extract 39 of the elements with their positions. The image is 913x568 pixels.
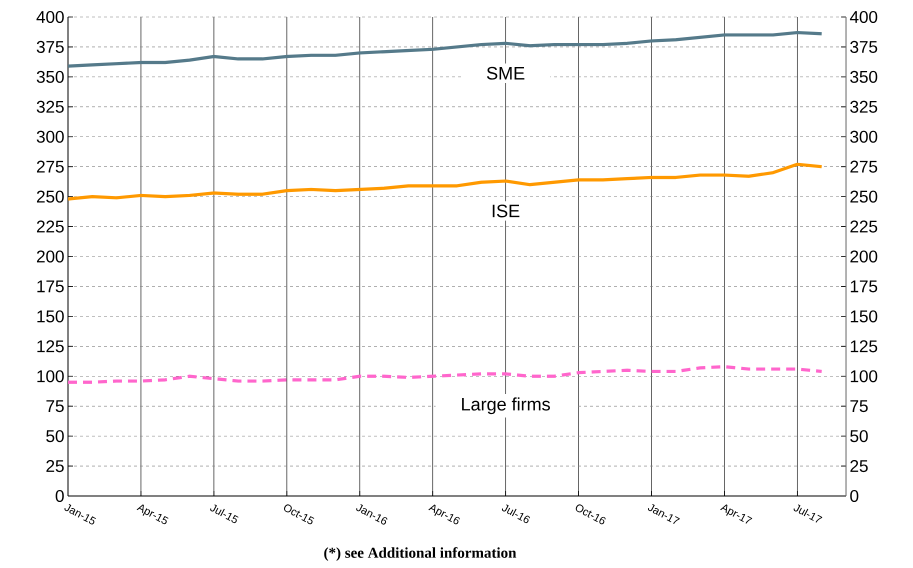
- y-tick-label: 400: [36, 10, 64, 24]
- y-tick-label: 175: [37, 280, 64, 292]
- y2-tick-label: 200: [850, 250, 878, 263]
- y-tick-label: 325: [36, 100, 64, 113]
- y-tick-label: 375: [36, 40, 64, 53]
- y2-tick-label: 400: [850, 10, 878, 24]
- y2-tick-label: 350: [850, 70, 878, 83]
- series-label: SME: [486, 66, 524, 80]
- y-tick-label: 225: [36, 220, 64, 233]
- y2-tick-label: 275: [850, 160, 878, 173]
- y-tick-label: 100: [37, 370, 64, 382]
- y2-tick-label: 50: [850, 430, 868, 442]
- y-tick-label: 350: [36, 70, 64, 83]
- y2-tick-label: 0: [850, 490, 858, 502]
- y2-tick-label: 250: [850, 190, 878, 203]
- y2-tick-label: 325: [850, 100, 878, 113]
- series-label: ISE: [492, 204, 520, 218]
- series-label: Large firms: [462, 397, 550, 414]
- y-tick-label: 50: [46, 430, 64, 442]
- y2-tick-label: 25: [850, 460, 868, 472]
- y-tick-label: 275: [36, 160, 64, 173]
- y2-tick-label: 125: [850, 340, 878, 352]
- y2-tick-label: 375: [850, 40, 878, 53]
- text: (*) see Additional information: [324, 547, 516, 561]
- y-tick-label: 150: [37, 310, 64, 322]
- y2-tick-label: 225: [850, 220, 878, 233]
- y-tick-label: 300: [36, 130, 64, 143]
- y-tick-label: 0: [56, 490, 64, 502]
- y-tick-label: 75: [46, 400, 64, 412]
- y2-tick-label: 300: [850, 130, 878, 143]
- y-tick-label: 200: [36, 250, 64, 263]
- x-tick-label: Jul-17: [794, 504, 822, 523]
- y2-tick-label: 100: [850, 370, 878, 382]
- y-tick-label: 25: [46, 460, 64, 472]
- y-tick-label: 125: [37, 340, 64, 352]
- y2-tick-label: 75: [850, 400, 868, 412]
- y2-tick-label: 150: [850, 310, 878, 322]
- y2-tick-label: 175: [850, 280, 878, 292]
- y-tick-label: 250: [36, 190, 64, 203]
